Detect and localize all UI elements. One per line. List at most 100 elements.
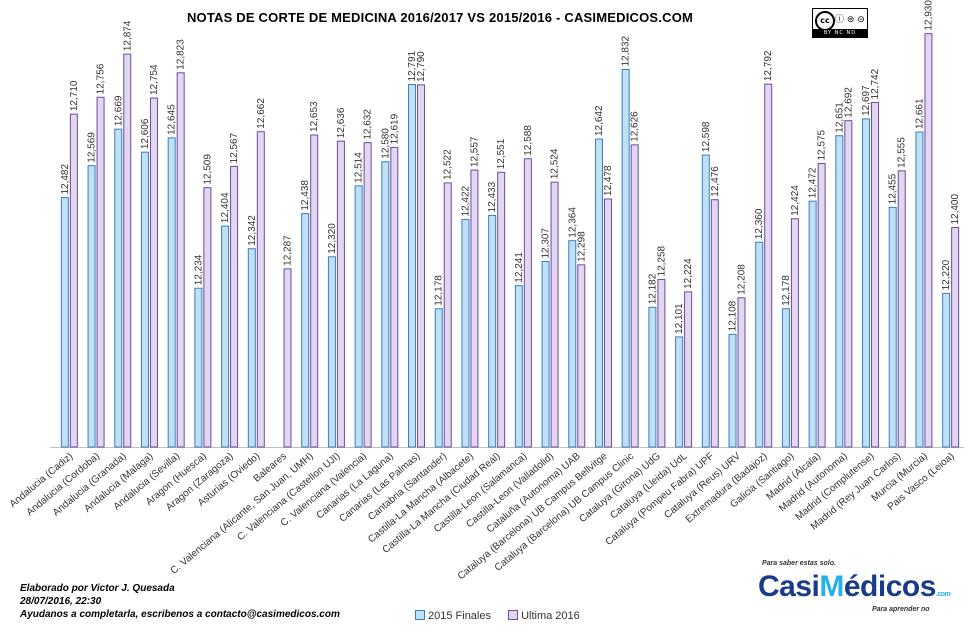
bar-2016 — [550, 181, 559, 448]
value-label-2016: 12,258 — [656, 245, 667, 276]
bar-2015 — [808, 200, 817, 448]
bar-2015 — [408, 84, 417, 448]
bar-2016 — [951, 227, 960, 448]
value-label-2016: 12,742 — [870, 68, 881, 99]
bar-2016 — [577, 264, 586, 448]
value-label-2015: 12,438 — [300, 180, 311, 211]
bar-2015 — [488, 214, 497, 448]
value-label-2015: 12,178 — [434, 275, 445, 306]
bar-2016 — [470, 169, 479, 448]
bar-2015 — [621, 69, 630, 448]
credit-author: Elaborado por Victor J. Quesada — [20, 583, 175, 594]
value-label-2016: 12,224 — [683, 258, 694, 289]
value-label-2016: 12,756 — [96, 63, 107, 94]
credit-contact: Ayudanos a completarla, escribenos a con… — [20, 609, 340, 620]
value-label-2015: 12,472 — [808, 167, 819, 198]
value-label-2015: 12,697 — [861, 85, 872, 116]
bar-2016 — [844, 120, 853, 448]
chart-title: NOTAS DE CORTE DE MEDICINA 2016/2017 VS … — [186, 10, 694, 25]
bar-2016 — [790, 218, 799, 448]
bar-2015 — [915, 131, 924, 448]
value-label-2015: 12,455 — [888, 173, 899, 204]
value-label-2016: 12,208 — [737, 264, 748, 295]
value-label-2015: 12,514 — [354, 152, 365, 183]
value-label-2015: 12,580 — [380, 128, 391, 159]
legend-swatch-2016 — [508, 610, 519, 620]
bar-2016 — [684, 291, 693, 448]
bar-2015 — [701, 154, 710, 448]
value-label-2016: 12,632 — [363, 109, 374, 140]
value-label-2016: 12,522 — [443, 149, 454, 180]
bar-2016 — [203, 187, 212, 448]
value-label-2015: 12,433 — [487, 181, 498, 212]
license-badge: cc ⓘ ⊜ ⊝ BY NC ND — [812, 8, 868, 38]
bar-2015 — [675, 336, 684, 448]
value-label-2016: 12,555 — [897, 137, 908, 168]
value-label-2016: 12,653 — [309, 101, 320, 132]
bar-2016 — [710, 199, 719, 448]
value-label-2015: 12,360 — [754, 208, 765, 239]
value-label-2015: 12,606 — [140, 118, 151, 149]
license-text: BY NC ND — [813, 29, 867, 37]
bar-2016 — [283, 268, 292, 448]
bar-2016 — [764, 83, 773, 448]
value-label-2015: 12,482 — [60, 164, 71, 195]
value-label-2015: 12,241 — [514, 252, 525, 283]
value-label-2015: 12,320 — [327, 223, 338, 254]
bar-2015 — [354, 185, 363, 448]
logo-brand: CasiMédicos.com — [758, 570, 951, 604]
bar-2016 — [523, 158, 532, 448]
value-label-2016: 12,588 — [523, 125, 534, 156]
value-label-2016: 12,557 — [469, 136, 480, 167]
bar-2016 — [417, 84, 426, 448]
value-label-2015: 12,307 — [541, 228, 552, 259]
logo-brand-accent: M — [819, 570, 844, 603]
bar-2016 — [336, 140, 345, 448]
bar-2015 — [381, 161, 390, 448]
bar-2016 — [256, 131, 265, 448]
bar-2015 — [167, 137, 176, 448]
bar-2016 — [657, 278, 666, 448]
logo-tagline-bottom: Para aprender no — [872, 606, 930, 613]
value-label-2015: 12,108 — [728, 300, 739, 331]
bar-2015 — [728, 333, 737, 448]
value-label-2016: 12,692 — [843, 87, 854, 118]
bar-2016 — [897, 170, 906, 448]
value-label-2015: 12,178 — [781, 275, 792, 306]
legend-label-2016: Ultima 2016 — [521, 610, 580, 622]
bar-2015 — [862, 118, 871, 448]
bar-2015 — [301, 213, 310, 448]
bar-2016 — [310, 134, 319, 448]
bar-2015 — [221, 225, 230, 448]
bar-2016 — [924, 33, 933, 448]
bar-2016 — [230, 165, 239, 448]
bar-2015 — [888, 206, 897, 448]
value-label-2016: 12,823 — [176, 39, 187, 70]
value-label-2015: 12,234 — [193, 254, 204, 285]
bar-2015 — [835, 135, 844, 448]
bar-2015 — [114, 128, 123, 448]
value-label-2016: 12,298 — [576, 231, 587, 262]
logo-brand-domain: .com — [935, 591, 951, 598]
value-label-2016: 12,662 — [256, 98, 267, 129]
bar-2016 — [630, 144, 639, 448]
bar-2015 — [87, 165, 96, 448]
bar-2016 — [176, 72, 185, 448]
bar-2016 — [363, 142, 372, 448]
bar-2016 — [871, 101, 880, 448]
value-label-2015: 12,661 — [914, 98, 925, 129]
casimedicos-logo: Para saber estas solo. CasiMédicos.com P… — [750, 560, 951, 620]
value-label-2016: 12,710 — [69, 80, 80, 111]
value-label-2016: 12,930 — [923, 0, 934, 31]
bar-2015 — [755, 241, 764, 448]
bar-2015 — [541, 261, 550, 448]
bar-2016 — [603, 198, 612, 448]
bar-2016 — [737, 297, 746, 448]
value-label-2016: 12,509 — [202, 154, 213, 185]
value-label-2015: 12,182 — [647, 273, 658, 304]
value-label-2016: 12,567 — [229, 132, 240, 163]
value-label-2016: 12,478 — [603, 165, 614, 196]
bar-2016 — [149, 97, 158, 448]
value-label-2016: 12,476 — [710, 166, 721, 197]
